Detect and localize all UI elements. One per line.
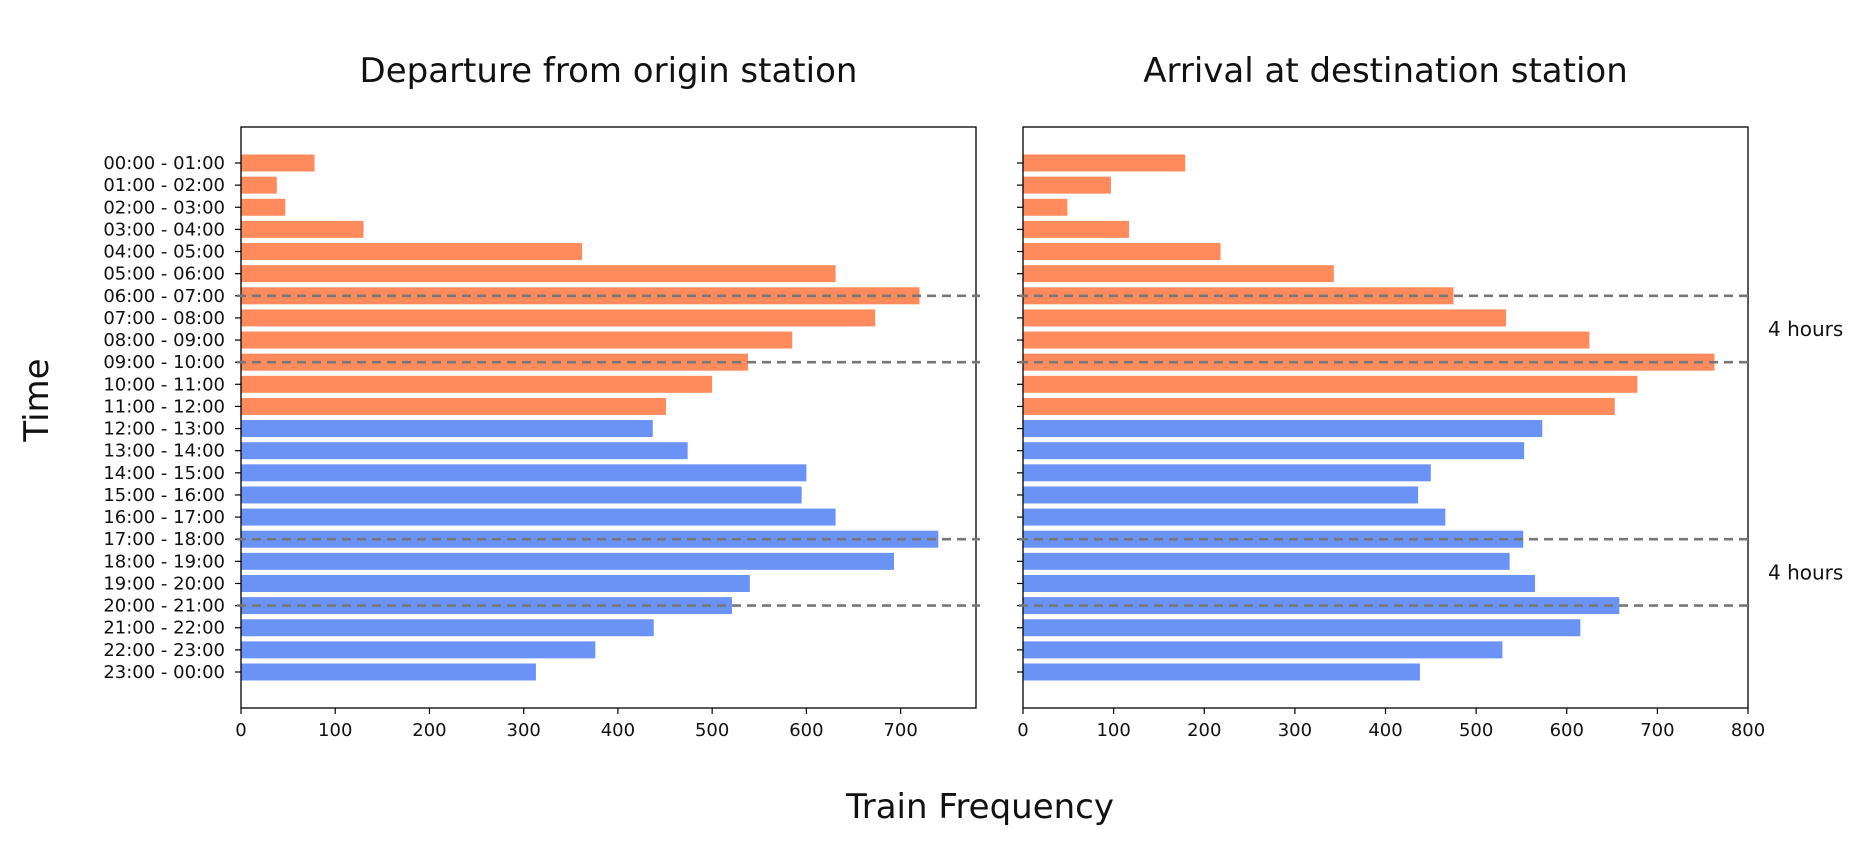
bar xyxy=(1023,530,1524,548)
y-tick-label: 23:00 - 00:00 xyxy=(103,662,225,683)
bar xyxy=(241,486,802,504)
x-tick-label: 700 xyxy=(1640,720,1674,741)
x-tick-label: 300 xyxy=(1278,720,1312,741)
bar xyxy=(241,220,364,238)
bar xyxy=(1023,552,1510,570)
bar xyxy=(1023,508,1446,526)
y-tick-label: 11:00 - 12:00 xyxy=(103,396,225,417)
x-axis-title: Train Frequency xyxy=(845,787,1114,827)
y-tick-label: 17:00 - 18:00 xyxy=(103,529,225,550)
y-tick-label: 21:00 - 22:00 xyxy=(103,618,225,639)
panel-title: Departure from origin station xyxy=(360,51,858,91)
bar xyxy=(1023,265,1334,283)
bar xyxy=(241,265,836,283)
y-tick-label: 04:00 - 05:00 xyxy=(103,242,225,263)
bar xyxy=(1023,641,1503,659)
bar xyxy=(241,442,688,460)
bar xyxy=(1023,309,1507,327)
bar xyxy=(241,198,286,216)
bar xyxy=(241,552,895,570)
bar xyxy=(1023,574,1536,592)
x-tick-label: 400 xyxy=(1368,720,1402,741)
y-tick-label: 06:00 - 07:00 xyxy=(103,286,225,307)
x-tick-label: 600 xyxy=(789,720,823,741)
x-tick-label: 500 xyxy=(1459,720,1493,741)
y-axis-title: Time xyxy=(17,358,57,442)
y-tick-label: 13:00 - 14:00 xyxy=(103,441,225,462)
panel-1: Departure from origin station 0 100 200 300 4… xyxy=(103,51,980,741)
bar xyxy=(241,397,666,415)
bar xyxy=(241,464,807,482)
y-tick-label: 03:00 - 04:00 xyxy=(103,219,225,240)
y-tick-label: 09:00 - 10:00 xyxy=(103,352,225,373)
bar xyxy=(241,243,583,261)
plot-frame xyxy=(240,126,977,709)
x-tick-label: 0 xyxy=(1017,720,1028,741)
bar xyxy=(1023,331,1590,349)
y-tick-label: 20:00 - 21:00 xyxy=(103,596,225,617)
bar xyxy=(241,309,876,327)
bar xyxy=(241,619,654,637)
y-tick-label: 19:00 - 20:00 xyxy=(103,573,225,594)
bar xyxy=(1023,375,1638,393)
bar xyxy=(1023,220,1130,238)
bar xyxy=(1023,420,1543,438)
y-tick-label: 00:00 - 01:00 xyxy=(103,153,225,174)
bar xyxy=(241,331,793,349)
x-tick-label: 700 xyxy=(883,720,917,741)
y-tick-label: 05:00 - 06:00 xyxy=(103,264,225,285)
bar xyxy=(1023,619,1581,637)
annotation-label: 4 hours xyxy=(1768,560,1843,584)
bar xyxy=(241,287,920,305)
bar xyxy=(241,641,596,659)
x-tick-label: 400 xyxy=(601,720,635,741)
panels-layer: Departure from origin station 0 100 200 300 4… xyxy=(103,51,1843,741)
y-tick-label: 08:00 - 09:00 xyxy=(103,330,225,351)
y-tick-label: 22:00 - 23:00 xyxy=(103,640,225,661)
y-tick-label: 10:00 - 11:00 xyxy=(103,374,225,395)
x-tick-label: 600 xyxy=(1550,720,1584,741)
y-tick-label: 12:00 - 13:00 xyxy=(103,419,225,440)
y-tick-label: 16:00 - 17:00 xyxy=(103,507,225,528)
x-tick-label: 500 xyxy=(695,720,729,741)
bar xyxy=(1023,442,1525,460)
panel-title: Arrival at destination station xyxy=(1143,51,1628,91)
bar xyxy=(241,663,536,681)
bar xyxy=(1023,243,1221,261)
panel-2: Arrival at destination station 0 100 200 300… xyxy=(1017,51,1843,741)
bar xyxy=(241,375,713,393)
bar xyxy=(1023,464,1431,482)
y-tick-label: 14:00 - 15:00 xyxy=(103,463,225,484)
bar xyxy=(241,597,732,615)
bar xyxy=(1023,486,1419,504)
annotation-label: 4 hours xyxy=(1768,317,1843,341)
bar xyxy=(1023,154,1186,172)
bar xyxy=(1023,176,1111,194)
bar xyxy=(1023,198,1068,216)
x-tick-label: 200 xyxy=(412,720,446,741)
x-tick-label: 0 xyxy=(235,720,246,741)
bar xyxy=(241,508,836,526)
y-tick-label: 02:00 - 03:00 xyxy=(103,197,225,218)
x-tick-label: 300 xyxy=(507,720,541,741)
bar xyxy=(1023,287,1454,305)
bar xyxy=(1023,663,1420,681)
bar xyxy=(241,420,653,438)
y-tick-label: 01:00 - 02:00 xyxy=(103,175,225,196)
x-tick-label: 800 xyxy=(1731,720,1765,741)
bar xyxy=(241,176,277,194)
y-tick-label: 15:00 - 16:00 xyxy=(103,485,225,506)
y-tick-label: 07:00 - 08:00 xyxy=(103,308,225,329)
bar xyxy=(241,154,315,172)
x-tick-label: 200 xyxy=(1187,720,1221,741)
y-tick-label: 18:00 - 19:00 xyxy=(103,551,225,572)
bar xyxy=(241,574,750,592)
x-tick-label: 100 xyxy=(318,720,352,741)
bar xyxy=(1023,397,1615,415)
x-tick-label: 100 xyxy=(1096,720,1130,741)
